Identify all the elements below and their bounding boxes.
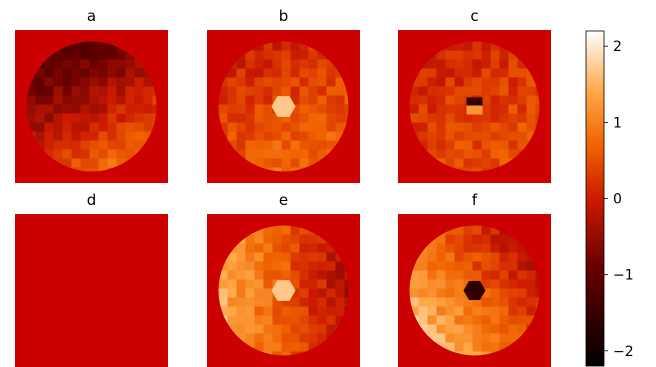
center-hexagon-bright <box>466 105 483 115</box>
colorbar-ticks: 2 1 0 −1 −2 <box>604 39 634 360</box>
panel-title-e: e <box>279 191 288 209</box>
panel-title-b: b <box>279 7 289 25</box>
center-hexagon <box>271 96 296 117</box>
panel-f: f <box>398 191 551 367</box>
panel-d: d <box>15 191 168 367</box>
colorbar-tick-label: 2 <box>613 39 622 55</box>
colorbar-tick-label: 1 <box>613 115 622 131</box>
panel-title-c: c <box>470 7 478 25</box>
panel-a: a <box>15 7 168 183</box>
colorbar-tick-label: 0 <box>613 192 622 208</box>
panel-c: c <box>398 7 551 183</box>
panel-title-a: a <box>87 7 96 25</box>
colorbar-gradient <box>585 30 605 367</box>
center-hexagon <box>463 281 486 300</box>
panel-background <box>15 214 168 367</box>
disk-f <box>409 225 540 356</box>
colorbar-tick-label: −2 <box>613 344 634 360</box>
panel-title-d: d <box>87 191 97 209</box>
disk-b <box>218 41 349 172</box>
colorbar-tick-label: −1 <box>613 268 634 284</box>
panel-e: e <box>207 191 360 367</box>
center-hexagon <box>271 280 296 301</box>
colorbar: 2 1 0 −1 −2 <box>585 30 634 367</box>
panel-b: b <box>207 7 360 183</box>
heatmap-panels: a b c d e f <box>15 7 551 367</box>
panel-title-f: f <box>472 191 478 209</box>
center-hexagon-dark <box>466 97 483 106</box>
